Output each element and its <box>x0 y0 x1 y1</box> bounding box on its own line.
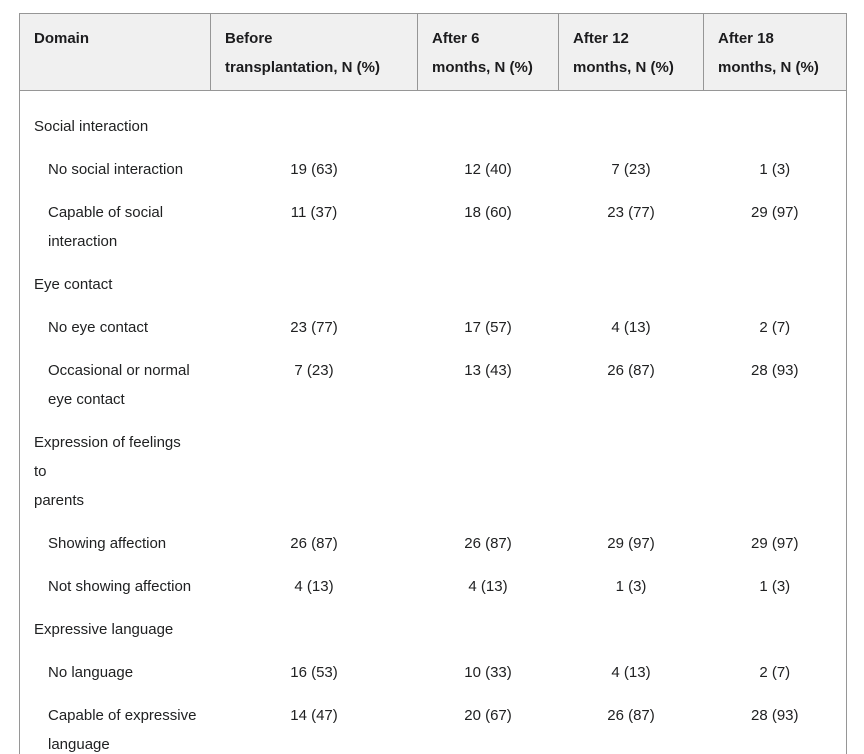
row-value: 1 (3) <box>615 578 647 595</box>
row-label: Capable of social interaction <box>48 204 164 250</box>
table-row-sub-item: Capable of expressive language 14 (47) 20 … <box>20 694 847 754</box>
table-row-sub-item: No language 16 (53) 10 (33) 4 (13) 2 (7) <box>20 651 847 694</box>
row-label: Social interaction <box>34 118 149 135</box>
row-value: 7 (23) <box>294 362 334 379</box>
row-value <box>559 91 704 149</box>
table-row-group: Social interaction <box>20 91 847 149</box>
row-value: 16 (53) <box>290 664 338 681</box>
row-value: 4 (13) <box>294 578 334 595</box>
column-header-after-12-months: After 12 months, N (%) <box>558 13 704 91</box>
row-value: 19 (63) <box>290 161 338 178</box>
column-header-before-transplantation: Before transplantation, N (%) <box>210 13 418 91</box>
row-value: 29 (97) <box>750 204 799 221</box>
row-value: 14 (47) <box>290 707 338 724</box>
row-value: 18 (60) <box>464 204 512 221</box>
row-value: 26 (87) <box>607 707 655 724</box>
row-value: 23 (77) <box>290 319 338 336</box>
row-value: 2 (7) <box>759 664 791 681</box>
row-value <box>418 91 559 149</box>
table-row-sub-item: Occasional or normal eye contact 7 (23) 13… <box>20 349 847 421</box>
row-value: 29 (97) <box>607 535 655 552</box>
outcomes-table-container: Domain Before transplantation, N (%) Aft… <box>19 13 847 754</box>
row-value: 13 (43) <box>464 362 512 379</box>
row-value <box>418 263 559 306</box>
row-label: No eye contact <box>48 319 149 336</box>
row-value: 26 (87) <box>464 535 512 552</box>
column-header-after-6-months: After 6 months, N (%) <box>417 13 559 91</box>
row-value <box>704 263 847 306</box>
row-value <box>211 91 418 149</box>
row-value <box>559 263 704 306</box>
table-row-group: Eye contact <box>20 263 847 306</box>
row-value: 11 (37) <box>290 204 338 221</box>
table-row-sub-item: Not showing affection 4 (13) 4 (13) 1 (3) 1 … <box>20 565 847 608</box>
table-row-sub-item: No eye contact 23 (77) 17 (57) 4 (13) 2 (7) <box>20 306 847 349</box>
row-value: 23 (77) <box>607 204 655 221</box>
row-value: 29 (97) <box>750 535 799 552</box>
row-label: Expression of feelings to parents <box>34 434 181 509</box>
row-value <box>704 421 847 522</box>
row-value: 28 (93) <box>750 362 799 379</box>
row-value <box>418 608 559 651</box>
row-value: 26 (87) <box>607 362 655 379</box>
row-value: 4 (13) <box>468 578 508 595</box>
table-header-row: Domain Before transplantation, N (%) Aft… <box>19 13 847 91</box>
row-value <box>704 608 847 651</box>
row-value: 26 (87) <box>290 535 338 552</box>
outcomes-table: Domain Before transplantation, N (%) Aft… <box>19 13 847 754</box>
column-header-after-18-months: After 18 months, N (%) <box>703 13 847 91</box>
table-row-sub-item: Capable of social interaction 11 (37) 18 (… <box>20 191 847 263</box>
row-value: 4 (13) <box>611 664 651 681</box>
row-value: 10 (33) <box>464 664 512 681</box>
row-value <box>559 608 704 651</box>
row-value: 28 (93) <box>750 707 799 724</box>
table-row-group: Expressive language <box>20 608 847 651</box>
row-value: 12 (40) <box>464 161 512 178</box>
row-value <box>704 91 847 149</box>
row-label: Expressive language <box>34 621 174 638</box>
row-value <box>559 421 704 522</box>
row-value <box>211 608 418 651</box>
row-label: Not showing affection <box>48 578 192 595</box>
row-label: No language <box>48 664 134 681</box>
row-label: Eye contact <box>34 276 113 293</box>
table-row-group: Expression of feelings to parents <box>20 421 847 522</box>
row-value <box>418 421 559 522</box>
row-value <box>211 263 418 306</box>
row-label: Capable of expressive language <box>48 707 197 753</box>
row-value: 1 (3) <box>759 578 791 595</box>
row-value: 17 (57) <box>464 319 512 336</box>
row-label: Showing affection <box>48 535 167 552</box>
table-body: Social interaction No social interaction 1… <box>20 91 847 754</box>
table-row-sub-item: Showing affection 26 (87) 26 (87) 29 (97) 29… <box>20 522 847 565</box>
row-value: 20 (67) <box>464 707 512 724</box>
column-header-domain: Domain <box>19 13 211 91</box>
row-value: 4 (13) <box>611 319 651 336</box>
row-value: 7 (23) <box>611 161 651 178</box>
row-value <box>211 421 418 522</box>
row-value: 2 (7) <box>759 319 791 336</box>
row-label: Occasional or normal eye contact <box>48 362 190 408</box>
row-value: 1 (3) <box>759 161 791 178</box>
row-label: No social interaction <box>48 161 184 178</box>
table-header: Domain Before transplantation, N (%) Aft… <box>19 13 847 91</box>
table-row-sub-item: No social interaction 19 (63) 12 (40) 7 (23… <box>20 148 847 191</box>
